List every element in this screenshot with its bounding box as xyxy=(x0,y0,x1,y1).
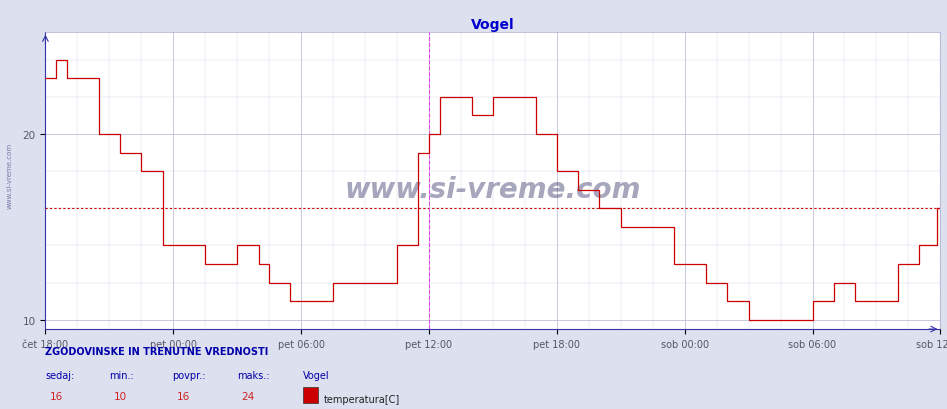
Text: sedaj:: sedaj: xyxy=(45,370,75,380)
Title: Vogel: Vogel xyxy=(471,18,515,31)
Text: 24: 24 xyxy=(241,391,255,401)
Text: min.:: min.: xyxy=(109,370,134,380)
Text: ZGODOVINSKE IN TRENUTNE VREDNOSTI: ZGODOVINSKE IN TRENUTNE VREDNOSTI xyxy=(45,346,269,356)
Text: povpr.:: povpr.: xyxy=(172,370,205,380)
Text: 10: 10 xyxy=(114,391,127,401)
Text: 16: 16 xyxy=(177,391,190,401)
Text: Vogel: Vogel xyxy=(303,370,330,380)
Text: www.si-vreme.com: www.si-vreme.com xyxy=(345,176,641,204)
Text: 16: 16 xyxy=(50,391,63,401)
Text: www.si-vreme.com: www.si-vreme.com xyxy=(7,143,12,209)
Text: temperatura[C]: temperatura[C] xyxy=(324,394,401,404)
Text: maks.:: maks.: xyxy=(237,370,269,380)
